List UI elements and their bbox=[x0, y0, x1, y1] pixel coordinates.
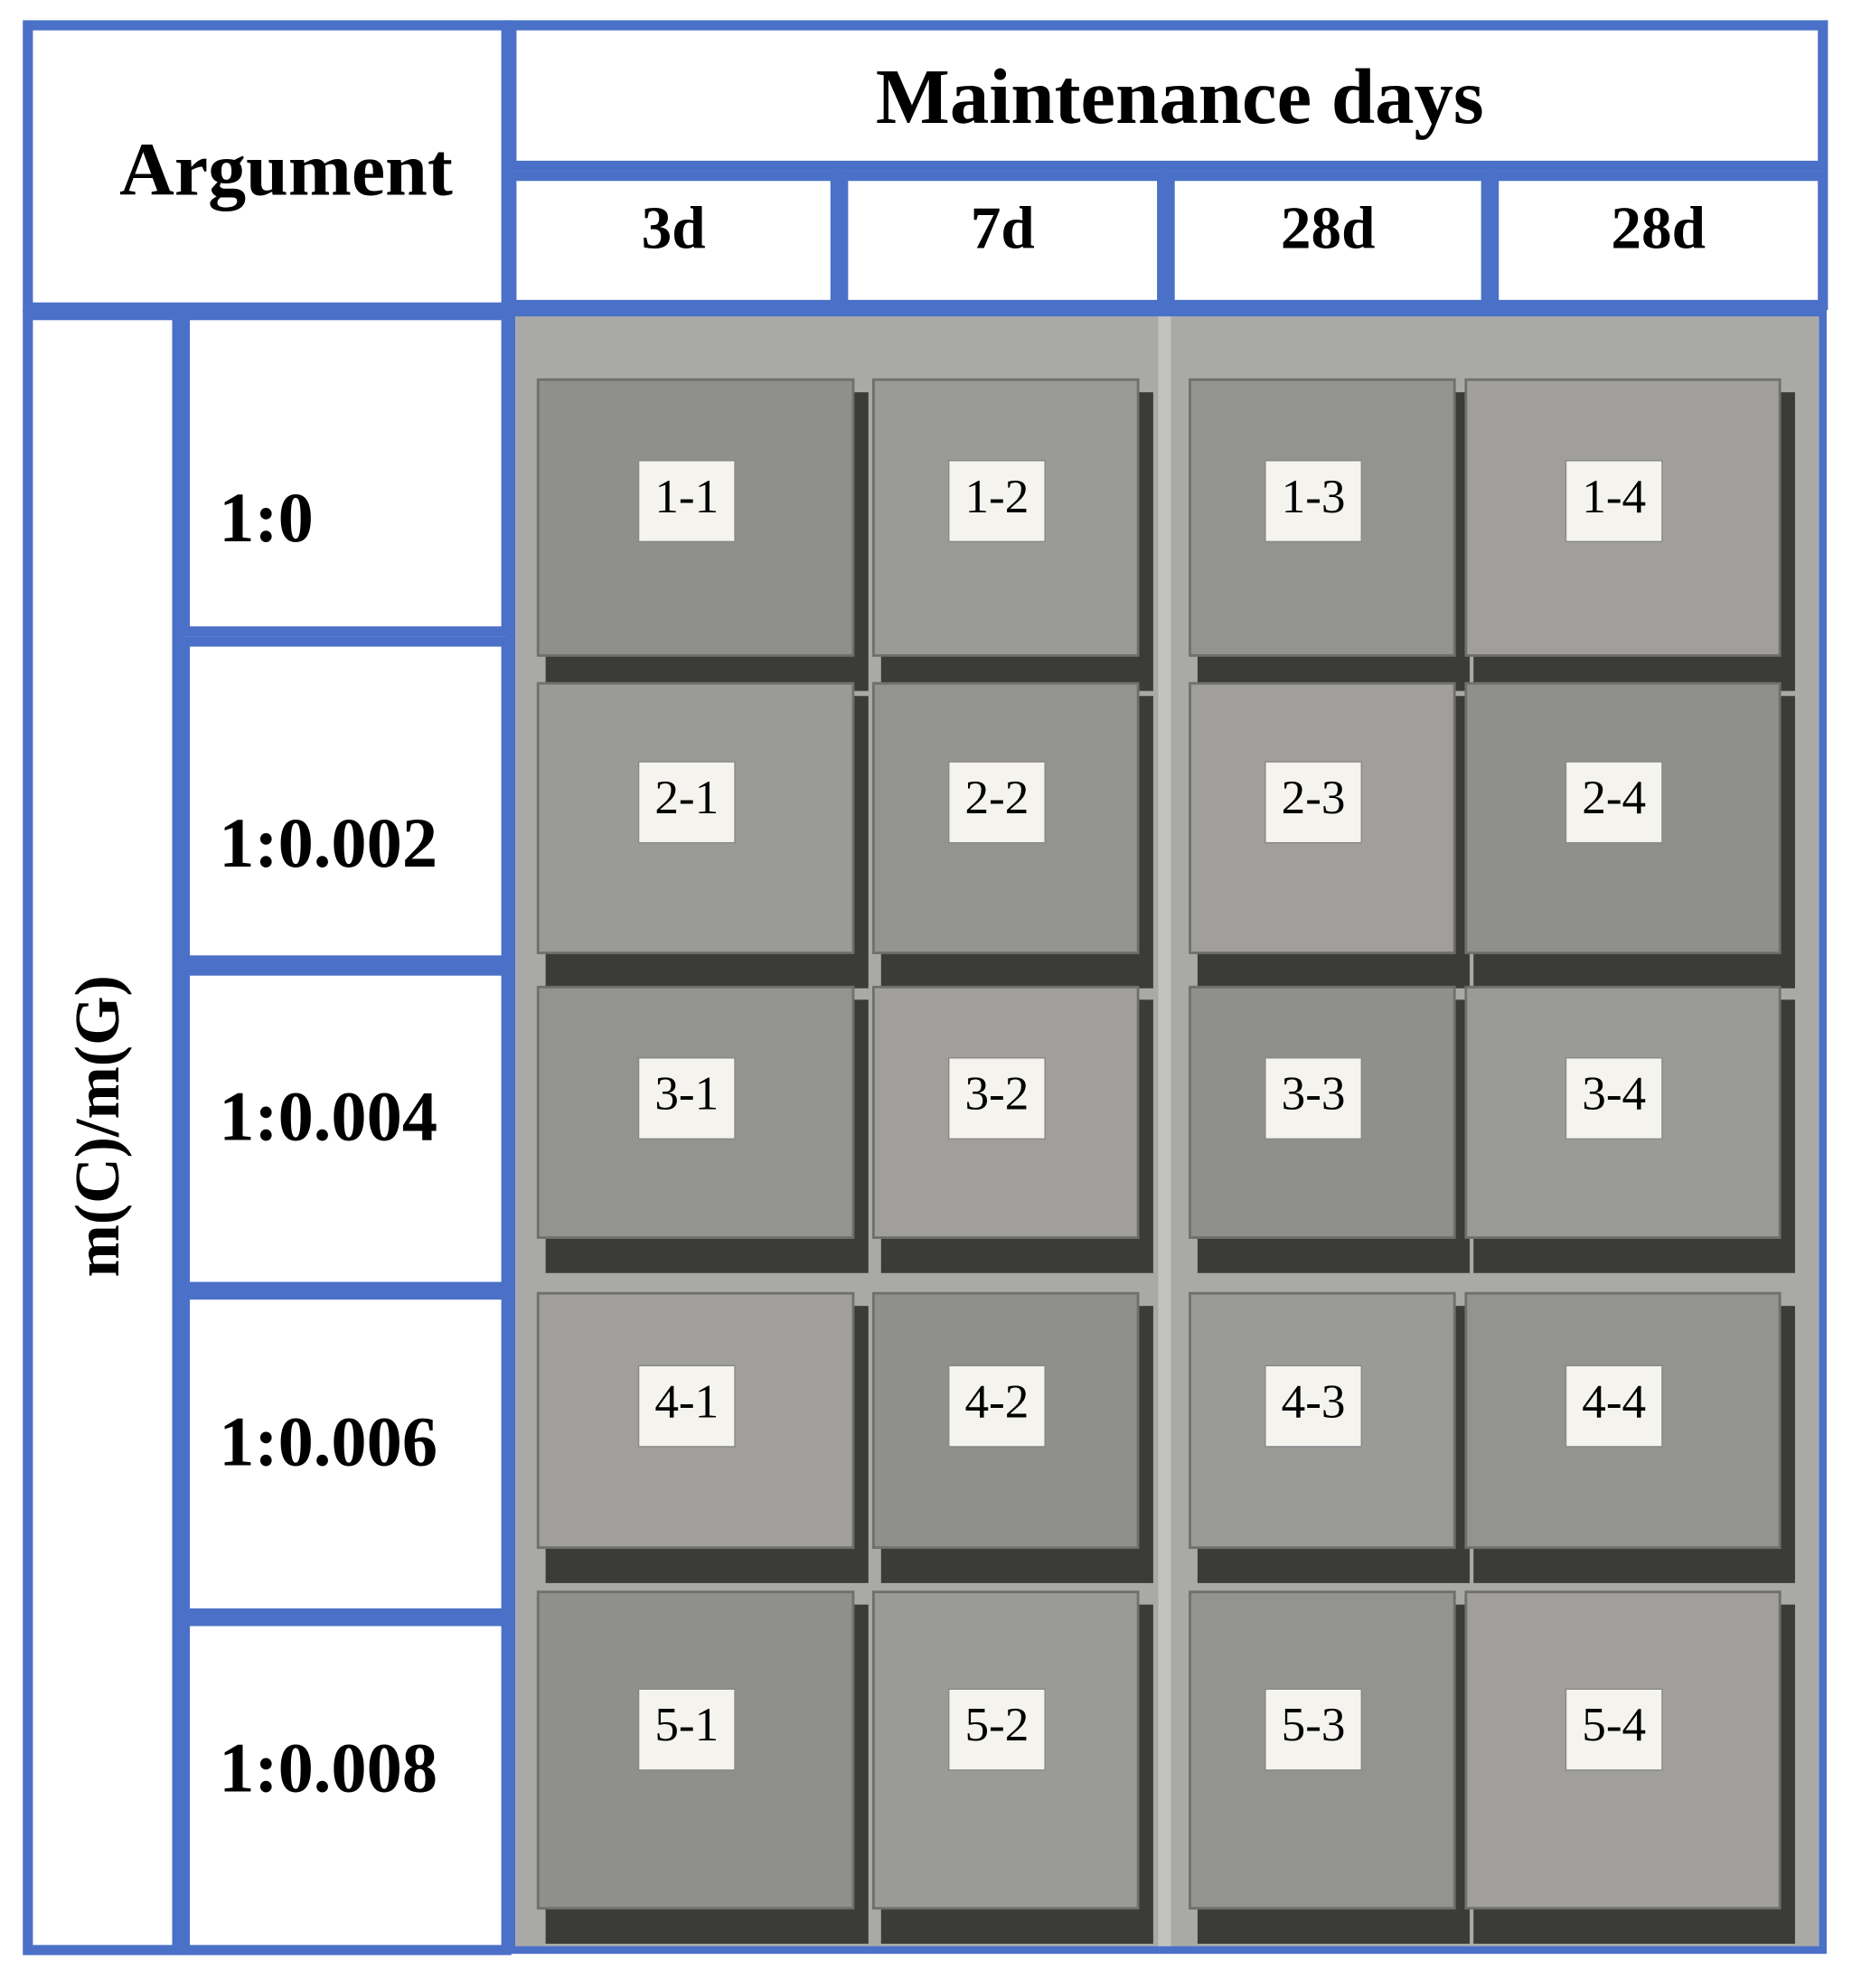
sample-tag bbox=[1264, 1364, 1362, 1448]
ratio-label: 1:0.006 bbox=[219, 1402, 437, 1480]
day-cell bbox=[838, 171, 1168, 311]
sample-label: 4-2 bbox=[964, 1374, 1029, 1428]
sample-label: 2-1 bbox=[654, 771, 719, 824]
sample-tag bbox=[1264, 761, 1362, 844]
axis-cell bbox=[23, 310, 183, 1955]
day-cell bbox=[1164, 171, 1491, 311]
sample-label: 4-3 bbox=[1282, 1374, 1346, 1428]
sample-tag bbox=[637, 1057, 736, 1140]
photo-frame bbox=[507, 308, 1827, 1955]
sample-tag bbox=[948, 460, 1046, 543]
sample-tag bbox=[948, 1364, 1046, 1448]
sample-label: 2-4 bbox=[1582, 771, 1646, 824]
day-cell bbox=[506, 171, 841, 311]
sample-tag bbox=[1264, 1057, 1362, 1140]
ratio-cell bbox=[179, 1289, 512, 1619]
photo-blocks: 1-1 1-2 1-3 1-4 2-1 2-2 2-3 2-4 3-1 3-2 3-3 3-4 4-1 4… bbox=[536, 378, 1795, 1944]
sample-label: 4-4 bbox=[1582, 1374, 1646, 1428]
day-cell bbox=[1489, 171, 1828, 311]
sample-tag bbox=[948, 1057, 1046, 1140]
corner-cell bbox=[23, 20, 512, 313]
sample-tag bbox=[1565, 761, 1663, 844]
sample-label: 3-2 bbox=[964, 1067, 1029, 1121]
sample-tag bbox=[948, 1688, 1046, 1771]
sample-tag bbox=[1565, 1364, 1663, 1448]
sample-label: 5-1 bbox=[654, 1698, 719, 1751]
sample-tag bbox=[948, 761, 1046, 844]
ratio-label: 1:0.002 bbox=[219, 803, 437, 882]
ratio-label: 1:0 bbox=[219, 478, 314, 557]
sample-label: 4-1 bbox=[654, 1374, 719, 1428]
sample-label: 1-4 bbox=[1582, 470, 1646, 523]
sample-label: 2-2 bbox=[964, 771, 1029, 824]
sample-label: 1-3 bbox=[1282, 470, 1346, 523]
sample-label: 3-4 bbox=[1582, 1067, 1646, 1121]
sample-tag bbox=[637, 1364, 736, 1448]
sample-label: 3-1 bbox=[654, 1067, 719, 1121]
day-label: 3d bbox=[642, 193, 706, 261]
corner-label: Argument bbox=[119, 127, 453, 211]
sample-label: 1-2 bbox=[964, 470, 1029, 523]
group-label: Maintenance days bbox=[876, 53, 1484, 140]
axis-label: m(C)/m(G) bbox=[63, 975, 133, 1277]
sample-tag bbox=[637, 460, 736, 543]
day-label: 7d bbox=[971, 193, 1035, 261]
sample-tag bbox=[1565, 1057, 1663, 1140]
sample-label: 5-2 bbox=[964, 1698, 1029, 1751]
sample-label: 1-1 bbox=[654, 470, 719, 523]
day-label: 28d bbox=[1611, 193, 1706, 261]
ratio-cell bbox=[179, 636, 512, 966]
sample-tag bbox=[637, 1688, 736, 1771]
ratio-cell bbox=[179, 310, 512, 637]
sample-tag bbox=[1565, 460, 1663, 543]
sample-tag bbox=[1565, 1688, 1663, 1771]
day-label: 28d bbox=[1281, 193, 1376, 261]
sample-label: 3-3 bbox=[1282, 1067, 1346, 1121]
ratio-label: 1:0.008 bbox=[219, 1729, 437, 1807]
sample-tag bbox=[1264, 1688, 1362, 1771]
sample-tag bbox=[637, 761, 736, 844]
ratio-cell bbox=[179, 1616, 512, 1955]
group-cell bbox=[506, 20, 1828, 172]
sample-label: 5-4 bbox=[1582, 1698, 1646, 1751]
sample-tag bbox=[1264, 460, 1362, 543]
ratio-cell bbox=[179, 965, 512, 1292]
ratio-label: 1:0.004 bbox=[219, 1077, 437, 1156]
sample-label: 5-3 bbox=[1282, 1698, 1346, 1751]
concrete-block bbox=[536, 985, 855, 1239]
sample-label: 2-3 bbox=[1282, 771, 1346, 824]
